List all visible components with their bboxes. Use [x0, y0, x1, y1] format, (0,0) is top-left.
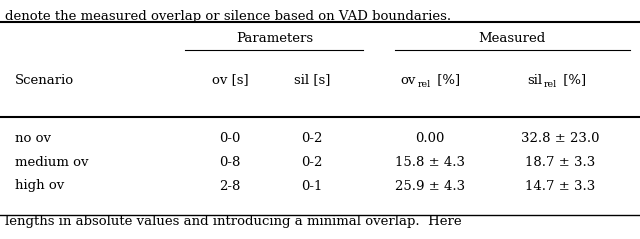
Text: 25.9 ± 4.3: 25.9 ± 4.3 [395, 179, 465, 192]
Text: high ov: high ov [15, 179, 64, 192]
Text: 32.8 ± 23.0: 32.8 ± 23.0 [521, 131, 599, 145]
Text: 14.7 ± 3.3: 14.7 ± 3.3 [525, 179, 595, 192]
Text: 2-8: 2-8 [220, 179, 241, 192]
Text: ov [s]: ov [s] [212, 74, 248, 87]
Text: 15.8 ± 4.3: 15.8 ± 4.3 [395, 156, 465, 168]
Text: Scenario: Scenario [15, 74, 74, 87]
Text: ov: ov [400, 74, 415, 87]
Text: [%]: [%] [433, 74, 460, 87]
Text: 0-8: 0-8 [220, 156, 241, 168]
Text: medium ov: medium ov [15, 156, 88, 168]
Text: [%]: [%] [559, 74, 586, 87]
Text: 0.00: 0.00 [415, 131, 445, 145]
Text: 18.7 ± 3.3: 18.7 ± 3.3 [525, 156, 595, 168]
Text: 0-0: 0-0 [220, 131, 241, 145]
Text: 0-2: 0-2 [301, 131, 323, 145]
Text: no ov: no ov [15, 131, 51, 145]
Text: 0-1: 0-1 [301, 179, 323, 192]
Text: Measured: Measured [478, 32, 546, 44]
Text: sil: sil [527, 74, 542, 87]
Text: sil [s]: sil [s] [294, 74, 330, 87]
Text: rel: rel [418, 80, 431, 88]
Text: Parameters: Parameters [236, 32, 314, 44]
Text: 0-2: 0-2 [301, 156, 323, 168]
Text: denote the measured overlap or silence based on VAD boundaries.: denote the measured overlap or silence b… [5, 10, 451, 23]
Text: lengths in absolute values and introducing a minimal overlap.  Here: lengths in absolute values and introduci… [5, 215, 461, 228]
Text: rel: rel [544, 80, 557, 88]
